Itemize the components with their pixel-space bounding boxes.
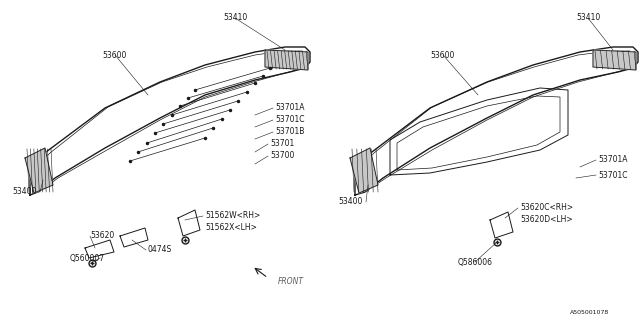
Text: 53620: 53620 <box>90 231 115 241</box>
Text: A505001078: A505001078 <box>570 309 609 315</box>
Text: 53620D<LH>: 53620D<LH> <box>520 215 573 225</box>
Text: 53400: 53400 <box>338 197 362 206</box>
Text: FRONT: FRONT <box>278 277 304 286</box>
Polygon shape <box>593 50 636 70</box>
Text: Q586006: Q586006 <box>458 258 493 267</box>
Text: 53600: 53600 <box>103 51 127 60</box>
Text: Q560007: Q560007 <box>70 253 105 262</box>
Text: 53701C: 53701C <box>275 116 305 124</box>
Text: 53701: 53701 <box>270 140 294 148</box>
Text: 53400: 53400 <box>12 188 36 196</box>
Polygon shape <box>350 148 378 193</box>
Text: 0474S: 0474S <box>148 245 172 254</box>
Polygon shape <box>25 148 53 193</box>
Text: 53700: 53700 <box>270 151 294 161</box>
Text: 53701C: 53701C <box>598 171 627 180</box>
Text: 53701B: 53701B <box>275 127 305 137</box>
Text: 53600: 53600 <box>431 51 455 60</box>
Text: 53410: 53410 <box>576 13 600 22</box>
Text: 53701A: 53701A <box>598 156 627 164</box>
Text: 53620C<RH>: 53620C<RH> <box>520 204 573 212</box>
Text: 53701A: 53701A <box>275 103 305 113</box>
Polygon shape <box>265 50 308 70</box>
Text: 51562W<RH>: 51562W<RH> <box>205 212 260 220</box>
Text: 53410: 53410 <box>223 13 247 22</box>
Text: 51562X<LH>: 51562X<LH> <box>205 223 257 233</box>
